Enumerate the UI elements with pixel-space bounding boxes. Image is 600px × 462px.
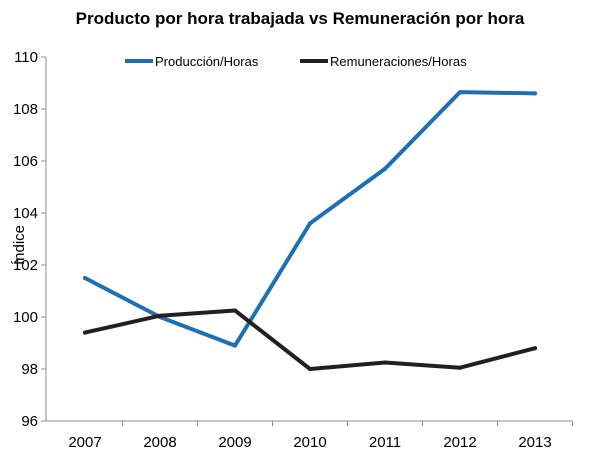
y-axis-ticks: 96 98 100 102 104 106 108 110 bbox=[13, 49, 46, 430]
legend: Producción/Horas Remuneraciones/Horas bbox=[125, 54, 467, 69]
y-tick-label: 110 bbox=[14, 49, 38, 66]
series-line-0 bbox=[83, 90, 537, 348]
y-tick-label: 102 bbox=[13, 257, 38, 274]
series-0-point bbox=[233, 343, 237, 348]
series-1-point bbox=[383, 360, 387, 365]
x-axis-ticks: 2007 2008 2009 2010 2011 2012 2013 bbox=[68, 421, 573, 451]
series-0-point bbox=[83, 276, 87, 280]
series-line-1 bbox=[83, 308, 537, 371]
x-tick-label: 2012 bbox=[443, 434, 476, 451]
series-0-point bbox=[308, 221, 312, 226]
x-tick-label: 2007 bbox=[68, 434, 101, 451]
y-axis-title: Índice bbox=[11, 225, 28, 265]
series-1-point bbox=[233, 308, 237, 313]
series-0-point bbox=[533, 91, 537, 96]
series-0-point bbox=[383, 166, 387, 171]
series-group bbox=[83, 90, 537, 371]
x-tick-label: 2009 bbox=[218, 434, 251, 451]
chart-title: Producto por hora trabajada vs Remunerac… bbox=[75, 9, 525, 28]
series-1-point bbox=[458, 365, 462, 370]
x-tick-label: 2010 bbox=[293, 434, 326, 451]
x-tick-label: 2008 bbox=[143, 434, 176, 451]
x-tick-label: 2011 bbox=[369, 434, 401, 451]
y-tick-label: 100 bbox=[13, 309, 38, 326]
y-tick-label: 96 bbox=[21, 413, 38, 430]
y-tick-label: 108 bbox=[13, 101, 38, 118]
x-tick-label: 2013 bbox=[518, 434, 551, 451]
legend-label-1: Remuneraciones/Horas bbox=[330, 54, 467, 69]
series-1-point bbox=[158, 313, 162, 318]
y-tick-label: 106 bbox=[13, 153, 38, 170]
series-1-point bbox=[83, 330, 87, 335]
y-tick-label: 98 bbox=[21, 361, 38, 378]
series-1-point bbox=[533, 346, 537, 351]
series-1-point bbox=[308, 367, 312, 371]
series-0-point bbox=[458, 90, 462, 95]
legend-label-0: Producción/Horas bbox=[155, 54, 259, 69]
y-tick-label: 104 bbox=[13, 205, 38, 222]
